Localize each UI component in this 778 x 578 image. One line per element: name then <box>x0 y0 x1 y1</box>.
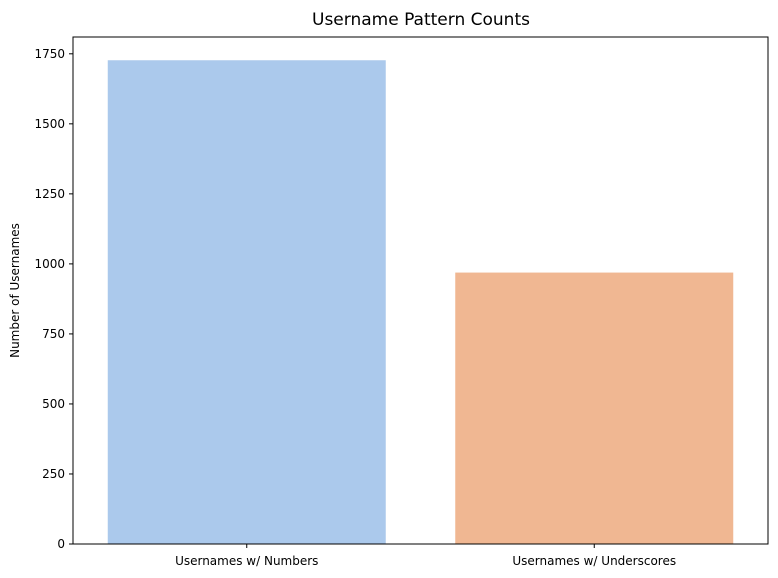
y-tick-label: 750 <box>42 327 65 341</box>
y-tick-label: 0 <box>57 537 65 551</box>
y-tick-label: 1000 <box>34 257 65 271</box>
x-tick-label: Usernames w/ Underscores <box>512 554 676 568</box>
y-axis-label: Number of Usernames <box>8 223 22 358</box>
bar-0 <box>107 60 386 544</box>
bars-layer <box>107 60 734 544</box>
y-tick-label: 250 <box>42 467 65 481</box>
x-axis-ticks: Usernames w/ Numbers Usernames w/ Undersc… <box>175 544 676 568</box>
y-tick-label: 500 <box>42 397 65 411</box>
y-tick-label: 1750 <box>34 47 65 61</box>
bar-1 <box>455 272 734 544</box>
y-tick-label: 1250 <box>34 187 65 201</box>
y-tick-label: 1500 <box>34 117 65 131</box>
chart-title: Username Pattern Counts <box>312 10 530 30</box>
y-axis-ticks: 0 250 500 750 1000 1250 1500 1750 <box>34 47 73 551</box>
plot-frame <box>72 36 769 545</box>
x-tick-label: Usernames w/ Numbers <box>175 554 318 568</box>
